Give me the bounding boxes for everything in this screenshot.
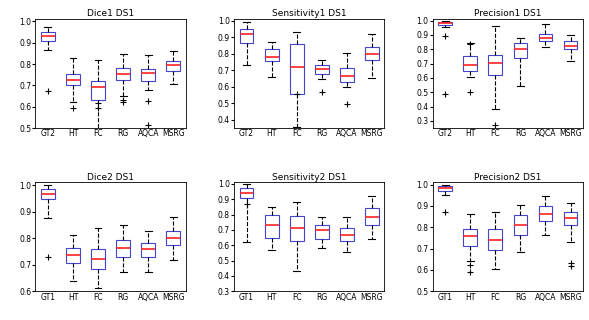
PathPatch shape (464, 56, 477, 71)
PathPatch shape (315, 65, 329, 74)
PathPatch shape (264, 215, 279, 238)
Title: Dice1 DS1: Dice1 DS1 (87, 9, 134, 19)
PathPatch shape (264, 49, 279, 61)
PathPatch shape (488, 229, 502, 250)
PathPatch shape (41, 32, 55, 41)
PathPatch shape (438, 186, 452, 190)
PathPatch shape (290, 44, 303, 94)
PathPatch shape (91, 249, 105, 269)
PathPatch shape (514, 215, 527, 235)
PathPatch shape (365, 47, 379, 60)
PathPatch shape (66, 74, 80, 85)
PathPatch shape (340, 68, 354, 82)
PathPatch shape (290, 216, 303, 241)
PathPatch shape (564, 212, 577, 225)
PathPatch shape (315, 225, 329, 239)
PathPatch shape (116, 240, 130, 257)
PathPatch shape (340, 228, 354, 241)
PathPatch shape (166, 61, 180, 71)
Title: Sensitivity2 DS1: Sensitivity2 DS1 (272, 172, 346, 182)
PathPatch shape (488, 55, 502, 75)
PathPatch shape (141, 69, 155, 81)
Title: Precision2 DS1: Precision2 DS1 (474, 172, 541, 182)
Title: Sensitivity1 DS1: Sensitivity1 DS1 (272, 9, 346, 19)
PathPatch shape (365, 208, 379, 225)
PathPatch shape (240, 29, 253, 43)
Title: Dice2 DS1: Dice2 DS1 (87, 172, 134, 182)
PathPatch shape (166, 231, 180, 245)
PathPatch shape (514, 43, 527, 58)
PathPatch shape (116, 68, 130, 80)
Title: Precision1 DS1: Precision1 DS1 (474, 9, 542, 19)
PathPatch shape (464, 229, 477, 246)
PathPatch shape (91, 81, 105, 100)
PathPatch shape (538, 34, 552, 41)
PathPatch shape (538, 206, 552, 221)
PathPatch shape (66, 248, 80, 263)
PathPatch shape (41, 189, 55, 199)
PathPatch shape (141, 243, 155, 257)
PathPatch shape (564, 41, 577, 49)
PathPatch shape (240, 188, 253, 198)
PathPatch shape (438, 22, 452, 25)
